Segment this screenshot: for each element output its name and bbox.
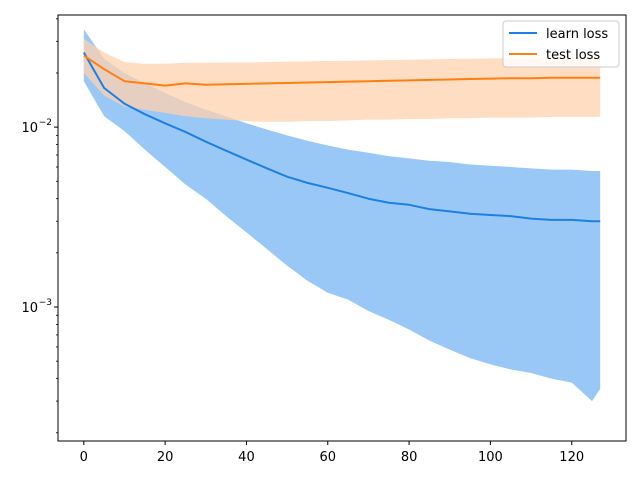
line-test-loss (83, 54, 601, 87)
y-axis: 10−310−2 (21, 18, 58, 434)
line-learn-loss (82, 51, 601, 223)
confidence-bands (83, 29, 601, 402)
x-tick-label: 120 (559, 450, 584, 465)
plot-frame (57, 14, 627, 442)
y-tick-exponent: −3 (39, 298, 52, 308)
legend-label: learn loss (546, 27, 608, 42)
legend: learn loss test loss (502, 20, 620, 68)
legend-label: test loss (546, 48, 600, 63)
y-tick-exponent: −2 (39, 118, 52, 128)
y-tick-label: 10 (21, 301, 38, 316)
x-tick-label: 60 (319, 450, 336, 465)
x-tick-label: 80 (401, 450, 418, 465)
series-lines (82, 51, 601, 223)
y-tick-label: 10 (21, 121, 38, 136)
x-axis: 0 20 40 60 80 100 120 (80, 441, 584, 465)
band-learn-loss (83, 29, 601, 402)
x-tick-label: 0 (80, 450, 88, 465)
x-tick-label: 100 (478, 450, 503, 465)
band-test-loss (83, 38, 601, 122)
x-tick-label: 40 (238, 450, 255, 465)
x-tick-label: 20 (157, 450, 174, 465)
